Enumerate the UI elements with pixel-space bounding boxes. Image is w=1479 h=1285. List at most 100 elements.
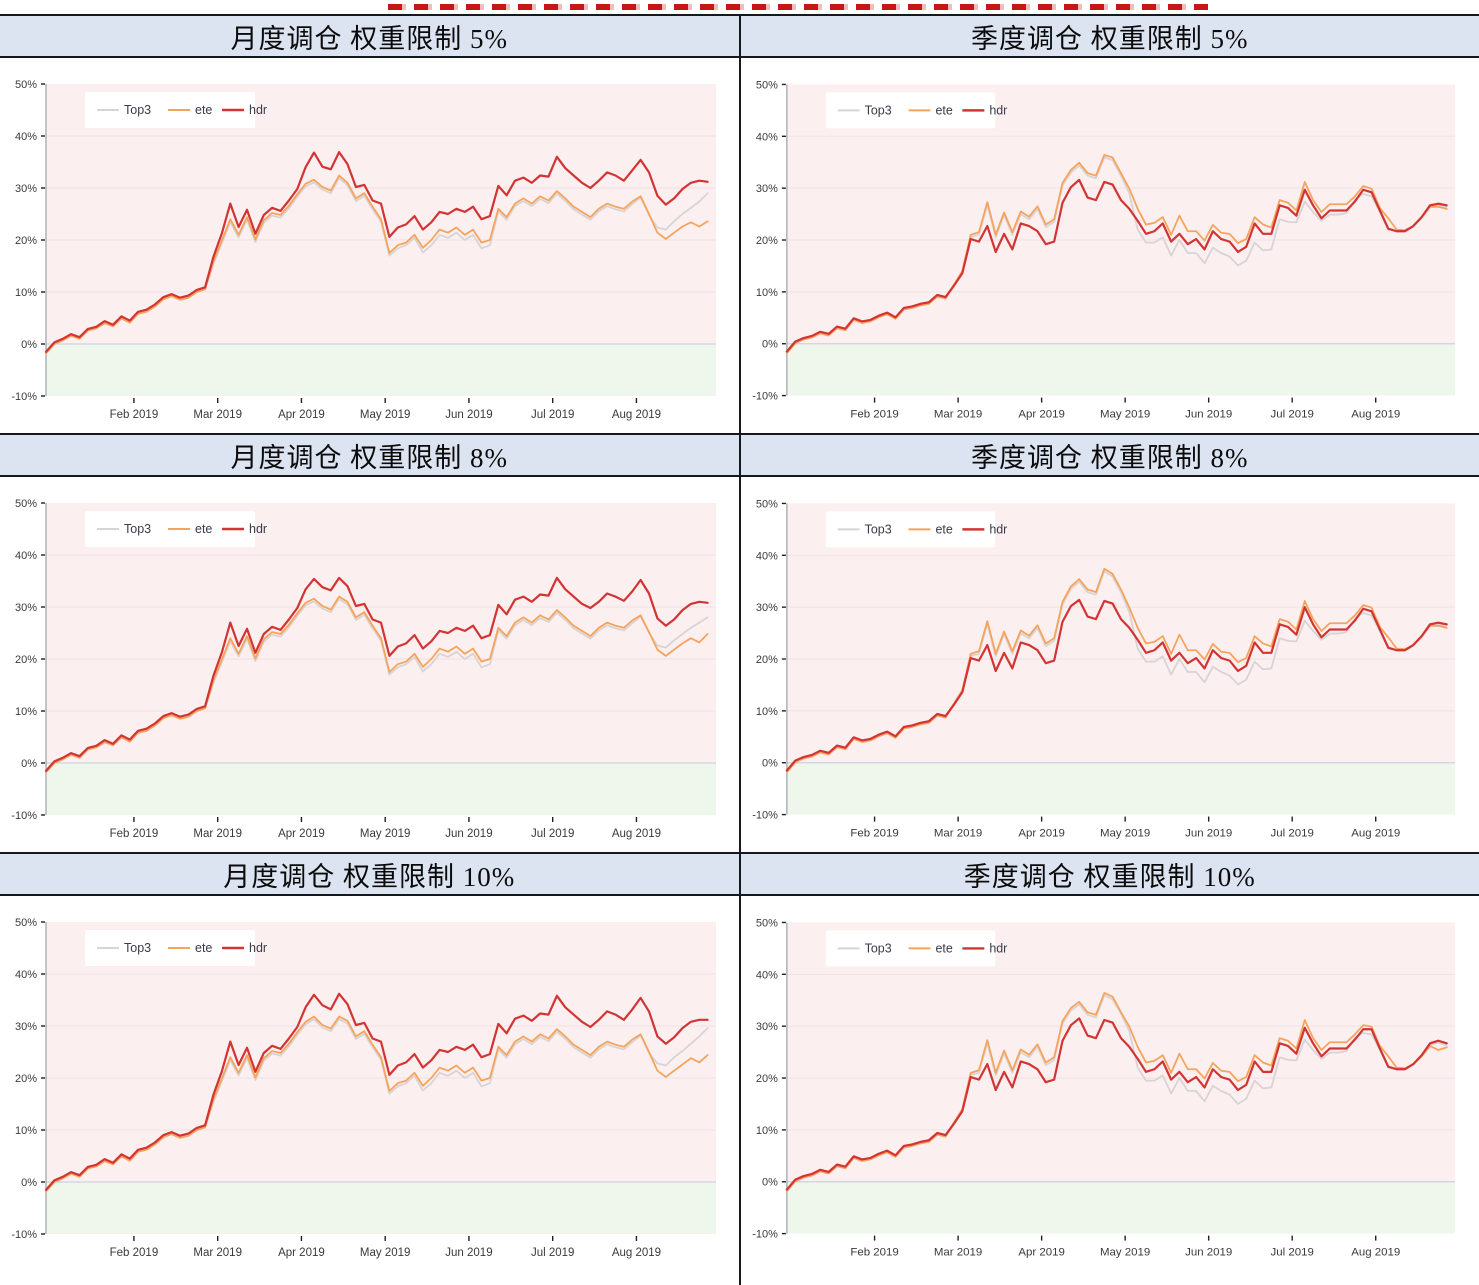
- x-tick-label: Aug 2019: [1351, 1247, 1400, 1259]
- y-tick-label: 30%: [15, 602, 37, 614]
- legend-label-Top3: Top3: [124, 522, 151, 536]
- y-tick-label: 40%: [15, 550, 37, 562]
- y-tick-label: 30%: [756, 1021, 778, 1033]
- y-tick-label: -10%: [752, 810, 778, 822]
- x-tick-label: Aug 2019: [612, 1247, 661, 1259]
- chart-row-5pct: 50% 40% 30% 20% 10% 0% -10% Feb 2019 Mar 2019 Apr…: [0, 58, 1479, 433]
- x-tick-label: Feb 2019: [110, 409, 159, 421]
- y-tick-label: -10%: [752, 1229, 778, 1241]
- legend-label-ete: ete: [935, 941, 952, 955]
- y-tick-label: 50%: [756, 79, 778, 91]
- y-tick-label: -10%: [752, 391, 778, 403]
- y-tick-label: 30%: [15, 183, 37, 195]
- y-tick-label: 40%: [756, 969, 778, 981]
- y-tick-label: 50%: [15, 498, 37, 510]
- x-tick-label: Feb 2019: [850, 1247, 898, 1259]
- x-tick-label: Apr 2019: [1018, 828, 1064, 840]
- legend-label-Top3: Top3: [124, 103, 151, 117]
- x-tick-label: Jun 2019: [1185, 1247, 1232, 1259]
- y-tick-label: 10%: [756, 706, 778, 718]
- x-tick-label: Feb 2019: [850, 409, 898, 421]
- x-tick-label: Jun 2019: [445, 409, 492, 421]
- legend-label-ete: ete: [195, 941, 212, 955]
- legend-label-hdr: hdr: [249, 941, 267, 955]
- legend-label-Top3: Top3: [865, 941, 892, 955]
- x-tick-label: May 2019: [1100, 828, 1150, 840]
- y-tick-label: 10%: [15, 287, 37, 299]
- y-tick-label: 20%: [15, 235, 37, 247]
- x-tick-label: Jun 2019: [445, 828, 492, 840]
- charts-table: 月度调仓 权重限制 5% 季度调仓 权重限制 5% 50% 40% 30% 20% 10…: [0, 14, 1479, 1285]
- x-tick-label: Jul 2019: [1271, 409, 1314, 421]
- y-tick-label: 50%: [15, 79, 37, 91]
- plot-band-negative: [46, 1182, 716, 1234]
- chart-title-quarterly-5pct: 季度调仓 权重限制 5%: [739, 16, 1479, 56]
- y-tick-label: 0%: [21, 1177, 37, 1189]
- plot-band-negative: [787, 1182, 1455, 1234]
- chart-title-monthly-5pct: 月度调仓 权重限制 5%: [0, 16, 739, 56]
- legend-label-hdr: hdr: [989, 103, 1007, 117]
- y-tick-label: 30%: [756, 183, 778, 195]
- legend-label-hdr: hdr: [989, 522, 1007, 536]
- y-tick-label: 0%: [762, 339, 778, 351]
- x-tick-label: Apr 2019: [278, 409, 325, 421]
- x-tick-label: Jul 2019: [1271, 828, 1314, 840]
- y-tick-label: 20%: [756, 1073, 778, 1085]
- y-tick-label: 10%: [15, 706, 37, 718]
- title-row-8pct: 月度调仓 权重限制 8% 季度调仓 权重限制 8%: [0, 433, 1479, 477]
- legend-label-Top3: Top3: [865, 522, 892, 536]
- legend-label-hdr: hdr: [989, 941, 1007, 955]
- x-tick-label: Aug 2019: [612, 409, 661, 421]
- x-tick-label: Apr 2019: [278, 828, 325, 840]
- x-tick-label: May 2019: [1100, 409, 1150, 421]
- y-tick-label: -10%: [11, 391, 37, 403]
- legend-label-ete: ete: [195, 522, 212, 536]
- y-tick-label: 20%: [756, 235, 778, 247]
- x-tick-label: Jul 2019: [531, 828, 574, 840]
- legend-label-ete: ete: [935, 522, 952, 536]
- plot-band-negative: [787, 344, 1455, 396]
- y-tick-label: 0%: [762, 758, 778, 770]
- x-tick-label: Jul 2019: [531, 409, 574, 421]
- plot-band-negative: [46, 763, 716, 815]
- x-tick-label: Feb 2019: [850, 828, 898, 840]
- x-tick-label: Feb 2019: [110, 828, 159, 840]
- legend-label-ete: ete: [195, 103, 212, 117]
- x-tick-label: Jul 2019: [531, 1247, 574, 1259]
- y-tick-label: 40%: [756, 550, 778, 562]
- x-tick-label: May 2019: [360, 409, 411, 421]
- chart-title-quarterly-10pct: 季度调仓 权重限制 10%: [739, 854, 1479, 894]
- x-tick-label: May 2019: [1100, 1247, 1150, 1259]
- y-tick-label: 10%: [15, 1125, 37, 1137]
- y-tick-label: 10%: [756, 1125, 778, 1137]
- x-tick-label: Jun 2019: [445, 1247, 492, 1259]
- y-tick-label: 30%: [756, 602, 778, 614]
- x-tick-label: Mar 2019: [193, 1247, 242, 1259]
- x-tick-label: Mar 2019: [934, 409, 982, 421]
- x-tick-label: Aug 2019: [612, 828, 661, 840]
- legend-label-Top3: Top3: [865, 103, 892, 117]
- y-tick-label: 40%: [15, 131, 37, 143]
- x-tick-label: Mar 2019: [193, 828, 242, 840]
- legend-label-Top3: Top3: [124, 941, 151, 955]
- y-tick-label: 40%: [15, 969, 37, 981]
- chart-title-monthly-10pct: 月度调仓 权重限制 10%: [0, 854, 739, 894]
- x-tick-label: Jul 2019: [1271, 1247, 1314, 1259]
- x-tick-label: Apr 2019: [278, 1247, 325, 1259]
- y-tick-label: 10%: [756, 287, 778, 299]
- y-tick-label: 0%: [21, 758, 37, 770]
- x-tick-label: Mar 2019: [193, 409, 242, 421]
- y-tick-label: 50%: [756, 917, 778, 929]
- clipped-red-caption: [0, 0, 1479, 14]
- clipped-red-caption-marks: [388, 4, 1208, 10]
- x-tick-label: Feb 2019: [110, 1247, 159, 1259]
